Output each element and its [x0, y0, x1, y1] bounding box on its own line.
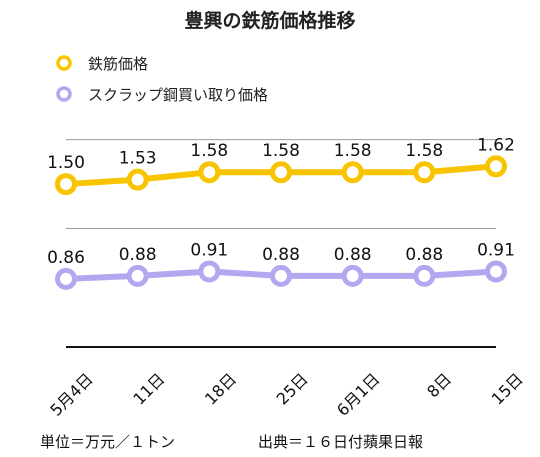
- series-2-point-1: [55, 267, 77, 290]
- series-2-point-4: [270, 264, 292, 287]
- series-2-point-2: [126, 264, 149, 287]
- series-1-point-3: [198, 161, 221, 184]
- series-2-point-5: [341, 264, 364, 287]
- legend-marker-series-1: [56, 55, 72, 71]
- series-1: 1.50 1.53 1.58 1.58 1.58 1.58 1.62: [47, 135, 515, 196]
- chart-title: 豊興の鉄筋価格推移: [184, 9, 355, 32]
- series-1-data-label-3: 1.58: [190, 141, 228, 161]
- series-1-data-label-6: 1.58: [405, 141, 443, 161]
- x-tick-label-2: 11日: [129, 369, 168, 408]
- series-1-data-label-1: 1.50: [47, 153, 85, 173]
- series-1-data-label-5: 1.58: [334, 141, 372, 161]
- series-2-data-label-5: 0.88: [334, 245, 372, 265]
- source-note: 出典＝１６日付蘋果日報: [258, 433, 423, 451]
- legend-item-series-2: スクラップ鋼買い取り価格: [56, 86, 268, 104]
- series-1-point-6: [413, 161, 436, 184]
- series-2-point-7: [485, 260, 507, 283]
- legend-label-series-2: スクラップ鋼買い取り価格: [88, 86, 268, 104]
- series-2-data-label-4: 0.88: [262, 245, 300, 265]
- series-1-point-2: [126, 168, 149, 191]
- series-2-point-3: [198, 260, 221, 283]
- grid-lines: [66, 139, 496, 348]
- x-tick-label-6: 8日: [423, 369, 455, 401]
- series-1-data-label-2: 1.53: [119, 149, 157, 169]
- series-1-point-5: [341, 161, 364, 184]
- series-2-point-6: [413, 264, 436, 287]
- x-axis-ticks: 5月4日 11日 18日 25日 6月1日 8日 15日: [46, 369, 526, 419]
- legend-marker-series-2: [56, 86, 72, 102]
- x-tick-label-4: 25日: [273, 369, 312, 408]
- series-2-data-label-7: 0.91: [477, 240, 515, 260]
- x-tick-label-5: 6月1日: [333, 369, 383, 419]
- series-1-point-7: [485, 155, 507, 178]
- series-layer: 1.50 1.53 1.58 1.58 1.58 1.58 1.62 0.86 0.88 0.91…: [47, 135, 515, 290]
- unit-note: 単位＝万元／１トン: [40, 433, 175, 451]
- series-1-point-1: [55, 173, 77, 196]
- x-tick-label-7: 15日: [488, 369, 527, 408]
- legend-item-series-1: 鉄筋価格: [56, 55, 148, 73]
- series-1-point-4: [270, 161, 292, 184]
- series-1-data-label-7: 1.62: [477, 135, 515, 155]
- series-2-data-label-2: 0.88: [119, 245, 157, 265]
- series-1-data-label-4: 1.58: [262, 141, 300, 161]
- legend-label-series-1: 鉄筋価格: [88, 55, 148, 73]
- series-2: 0.86 0.88 0.91 0.88 0.88 0.88 0.91: [47, 240, 515, 290]
- x-tick-label-3: 18日: [201, 369, 240, 408]
- series-2-data-label-6: 0.88: [405, 245, 443, 265]
- x-tick-label-1: 5月4日: [46, 369, 96, 419]
- series-2-data-label-3: 0.91: [190, 240, 228, 260]
- series-2-data-label-1: 0.86: [47, 248, 85, 268]
- legend: 鉄筋価格 スクラップ鋼買い取り価格: [56, 55, 268, 104]
